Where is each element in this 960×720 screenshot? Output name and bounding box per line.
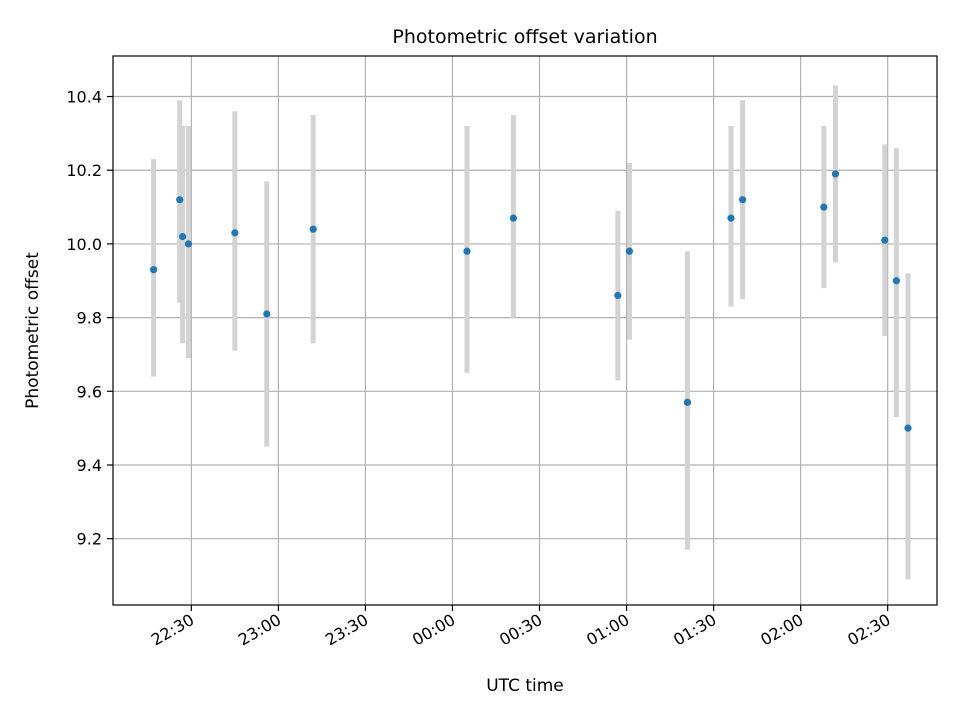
grid [113,56,937,605]
data-point [179,232,187,241]
data-point [614,291,622,300]
x-axis-label: UTC time [486,676,564,696]
y-tick-label: 9.4 [77,456,102,475]
data-point [881,236,889,244]
y-tick-label: 10.4 [66,88,102,107]
plot-area-frame [112,55,938,606]
data-point [184,240,193,248]
data-point [727,214,735,222]
data-point [263,310,271,318]
y-tick-label: 9.2 [77,530,102,549]
data-point [892,277,900,285]
data-point [683,398,692,406]
y-tick-label: 9.6 [77,382,102,401]
y-tick-label: 9.8 [77,309,102,328]
data-point [150,266,158,274]
data-point [176,196,184,204]
data-point [625,247,634,255]
data-points [150,170,912,432]
data-point [509,214,517,222]
data-point [309,225,317,233]
y-tick-label: 10.0 [66,235,102,254]
data-point [831,170,840,178]
y-axis-label: Photometric offset [23,252,43,409]
data-point [463,247,471,255]
data-point [820,203,828,211]
chart-title: Photometric offset variation [392,26,657,48]
y-axis-ticks: 9.2 9.4 9.6 9.8 10.0 10.2 10.4 [66,88,113,549]
data-point [739,196,747,204]
data-point [231,229,239,237]
y-tick-label: 10.2 [66,161,102,180]
data-point [904,424,912,432]
